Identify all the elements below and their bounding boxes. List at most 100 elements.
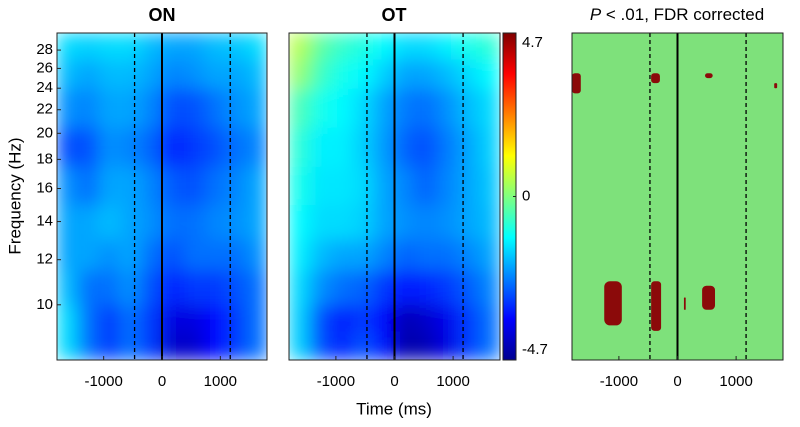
heatmap-cell — [203, 126, 226, 167]
heatmap-cell — [289, 239, 311, 271]
heatmap-cell — [161, 269, 184, 306]
heatmap-cell — [394, 304, 417, 332]
colorbar-tick-label: -4.7 — [522, 341, 548, 358]
heatmap-cell — [57, 87, 79, 128]
heatmap-cell — [245, 58, 267, 89]
heatmap-cell — [203, 330, 226, 360]
heatmap-cell — [415, 87, 438, 128]
heatmap-cell — [457, 330, 480, 360]
heatmap-cell — [182, 203, 205, 241]
heatmap-cell — [140, 203, 163, 241]
heatmap-cell — [119, 87, 142, 128]
heatmap-cell — [351, 239, 374, 271]
heatmap-cell — [309, 330, 332, 360]
x-tick-label: -1000 — [84, 373, 122, 390]
heatmap-cell — [245, 126, 267, 167]
heatmap-cell — [478, 33, 500, 60]
heatmap-cell — [415, 304, 438, 332]
heatmap-cell — [330, 269, 353, 306]
y-axis-label: Frequency (Hz) — [5, 137, 24, 254]
heatmap-cell — [436, 330, 459, 360]
x-tick-label: 1000 — [204, 373, 237, 390]
heatmap-cell — [289, 33, 311, 60]
heatmap-cell — [224, 203, 247, 241]
heatmap-cell — [372, 33, 395, 60]
heatmap-cell — [140, 126, 163, 167]
heatmap-cell — [478, 330, 500, 360]
heatmap-cell — [436, 304, 459, 332]
heatmap-cell — [309, 239, 332, 271]
y-tick-label: 16 — [36, 179, 53, 196]
heatmap-cell — [161, 165, 184, 205]
heatmap-cell — [478, 87, 500, 128]
heatmap-cell — [309, 126, 332, 167]
heatmap-cell — [372, 87, 395, 128]
heatmap-cell — [394, 269, 417, 306]
heatmap-cell — [161, 58, 184, 89]
heatmap-cell — [161, 330, 184, 360]
heatmap-cell — [98, 330, 121, 360]
heatmap-cell — [351, 58, 374, 89]
heatmap-cell — [98, 33, 121, 60]
heatmap-cell — [289, 165, 311, 205]
heatmap-cell — [436, 58, 459, 89]
heatmap-cell — [77, 239, 100, 271]
heatmap-cell — [119, 239, 142, 271]
heatmap-cell — [77, 330, 100, 360]
heatmap-cell — [330, 87, 353, 128]
heatmap-cell — [57, 165, 79, 205]
heatmap-cell — [203, 87, 226, 128]
heatmap-cell — [203, 203, 226, 241]
heatmap-cell — [77, 269, 100, 306]
heatmap-cell — [57, 58, 79, 89]
y-tick-label: 26 — [36, 59, 53, 76]
heatmap-cell — [119, 330, 142, 360]
heatmap-cell — [224, 58, 247, 89]
heatmap-cell — [415, 239, 438, 271]
heatmap-cell — [245, 304, 267, 332]
heatmap-cell — [351, 87, 374, 128]
significant-region — [651, 73, 660, 84]
heatmap-cell — [119, 304, 142, 332]
heatmap-cell — [394, 203, 417, 241]
heatmap-cell — [119, 58, 142, 89]
heatmap-cell — [436, 203, 459, 241]
heatmap-cell — [119, 126, 142, 167]
heatmap-cell — [182, 87, 205, 128]
heatmap-cell — [330, 126, 353, 167]
heatmap-cell — [351, 330, 374, 360]
heatmap-cell — [309, 165, 332, 205]
heatmap-cell — [161, 126, 184, 167]
significant-region — [683, 297, 686, 310]
plot-area — [289, 33, 500, 360]
heatmap-cell — [77, 87, 100, 128]
heatmap-cell — [415, 269, 438, 306]
y-tick-label: 24 — [36, 79, 53, 96]
heatmap-cell — [245, 33, 267, 60]
heatmap-cell — [394, 87, 417, 128]
heatmap-cell — [119, 33, 142, 60]
heatmap-cell — [203, 304, 226, 332]
heatmap-cell — [57, 269, 79, 306]
heatmap-cell — [415, 203, 438, 241]
heatmap-cell — [289, 87, 311, 128]
heatmap-cell — [478, 203, 500, 241]
heatmap-cell — [394, 239, 417, 271]
heatmap-cell — [478, 304, 500, 332]
heatmap-cell — [224, 87, 247, 128]
heatmap-cell — [457, 58, 480, 89]
heatmap-cell — [330, 304, 353, 332]
plot-area — [572, 33, 783, 360]
heatmap-cell — [77, 203, 100, 241]
heatmap-cell — [372, 239, 395, 271]
heatmap-cell — [161, 33, 184, 60]
heatmap-cell — [98, 87, 121, 128]
heatmap-cell — [457, 304, 480, 332]
heatmap-cell — [57, 330, 79, 360]
heatmap-cell — [182, 304, 205, 332]
heatmap-cell — [245, 269, 267, 306]
heatmap-cell — [289, 58, 311, 89]
heatmap-cell — [330, 239, 353, 271]
colorbar-tick-label: 0 — [522, 187, 530, 204]
x-tick-label: 1000 — [436, 373, 469, 390]
